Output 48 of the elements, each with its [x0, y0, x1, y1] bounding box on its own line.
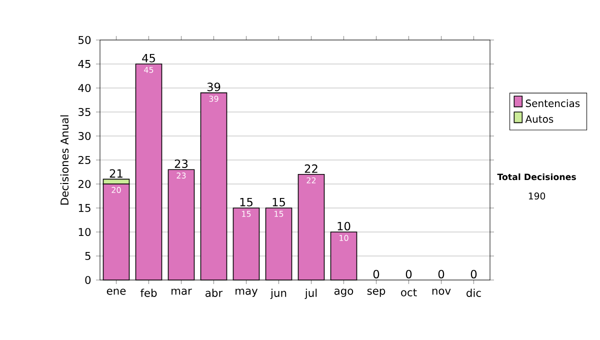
x-tick-label: nov	[432, 288, 451, 295]
y-tick-label: 30	[78, 132, 91, 140]
x-tick-label: may	[236, 288, 258, 297]
x-tick-label: ene	[106, 288, 126, 295]
total-label: 39	[207, 82, 220, 92]
text: Total Decisiones	[497, 173, 576, 180]
x-tick-label: mar	[172, 288, 192, 295]
y-axis-title: Decisiones Anual	[60, 115, 69, 205]
y-tick-label: 40	[78, 84, 91, 92]
x-tick-label: dic	[466, 288, 481, 297]
y-tick-label: 25	[78, 156, 90, 164]
x-tick-label: jun	[270, 288, 286, 300]
y-tick-label: 45	[78, 60, 90, 68]
data-label: 22	[306, 177, 316, 184]
data-label: 10	[340, 234, 348, 241]
legend-label: Sentencias	[526, 99, 580, 108]
total-label: 0	[470, 270, 477, 278]
data-label: 23	[176, 172, 186, 179]
total-label: 10	[338, 222, 350, 230]
data-label: 20	[112, 186, 121, 193]
y-tick-label: 50	[78, 36, 91, 44]
total-label: 21	[110, 169, 122, 178]
total-label: 22	[304, 164, 318, 173]
x-tick-label: oct	[401, 288, 417, 296]
x-tick-label: ago	[334, 288, 354, 297]
y-tick-label: 10	[78, 228, 91, 236]
x-tick-label: jul	[304, 288, 317, 300]
x-tick-label: sep	[367, 288, 386, 297]
total-label: 15	[272, 198, 285, 206]
legend-label: Autos	[525, 115, 554, 123]
total-label: 0	[406, 270, 412, 278]
total-label: 0	[438, 270, 444, 278]
y-tick-label: 35	[78, 108, 90, 116]
data-label: 15	[274, 210, 284, 217]
total-label: 0	[373, 270, 380, 278]
text: 190	[528, 192, 546, 200]
data-label: 15	[242, 210, 251, 217]
y-tick-label: 0	[85, 276, 91, 284]
y-tick-label: 20	[78, 180, 91, 188]
x-tick-label: feb	[140, 288, 157, 297]
total-label: 45	[142, 54, 155, 62]
y-tick-label: 15	[78, 204, 90, 212]
total-label: 23	[174, 159, 188, 168]
y-tick-label: 5	[85, 252, 90, 260]
data-label: 39	[209, 96, 218, 102]
data-label: 45	[144, 66, 154, 73]
total-label: 15	[240, 198, 252, 206]
x-tick-label: abr	[206, 288, 223, 297]
